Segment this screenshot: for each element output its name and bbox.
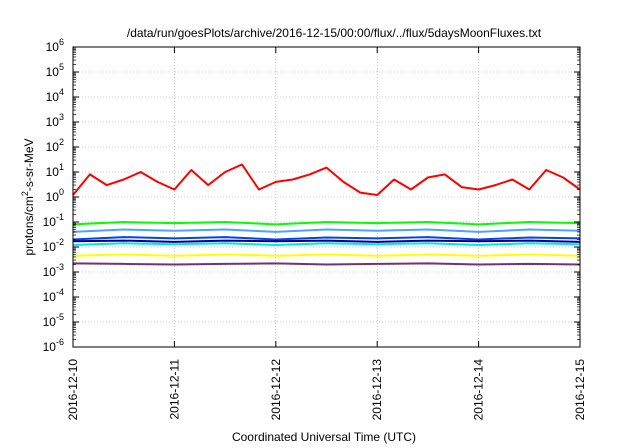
y-tick-label: 105 (46, 62, 64, 79)
x-tick-label: 2016-12-11 (167, 359, 181, 420)
series-line-4 (72, 236, 581, 241)
y-tick-label: 10-5 (43, 312, 64, 329)
y-tick-label: 102 (46, 137, 64, 154)
y-tick-label: 10-1 (43, 212, 64, 229)
y-tick-label: 10-4 (43, 287, 64, 304)
y-tick-label: 106 (46, 37, 64, 54)
y-tick-label: 10-3 (43, 262, 64, 279)
y-tick-labels: 10-6 10-5 10-4 10-3 10-2 10-1 100 101 102 103 104 1… (43, 37, 64, 354)
y-tick-label: 103 (46, 112, 64, 129)
series-line-7 (72, 253, 581, 257)
plot-frame (72, 46, 581, 348)
x-tick-label: 2016-12-12 (269, 359, 283, 421)
y-axis-label: protons/cm2-s-sr-MeV (20, 138, 36, 255)
x-axis-label: Coordinated Universal Time (UTC) (232, 430, 416, 444)
x-tick-label: 2016-12-13 (370, 359, 384, 421)
series-line-8 (72, 262, 581, 266)
series-line-5 (72, 242, 581, 246)
chart-title: /data/run/goesPlots/archive/2016-12-15/0… (127, 26, 542, 40)
y-tick-label: 100 (46, 187, 64, 204)
series-line-6 (72, 239, 581, 243)
y-tick-label: 101 (46, 162, 64, 179)
series-line-3 (72, 228, 581, 233)
y-tick-label: 10-6 (43, 337, 64, 354)
y-tick-label: 10-2 (43, 237, 64, 254)
tick-marks (72, 46, 581, 348)
series-line-2 (72, 221, 581, 226)
x-tick-label: 2016-12-14 (472, 359, 486, 421)
x-tick-label: 2016-12-15 (573, 359, 587, 421)
x-tick-labels: 2016-12-10 2016-12-11 2016-12-12 2016-12-13… (66, 359, 587, 421)
series-line-1 (72, 163, 581, 196)
grid (73, 47, 580, 347)
y-tick-label: 104 (46, 87, 64, 104)
series-group (72, 163, 581, 266)
x-tick-label: 2016-12-10 (66, 359, 80, 421)
